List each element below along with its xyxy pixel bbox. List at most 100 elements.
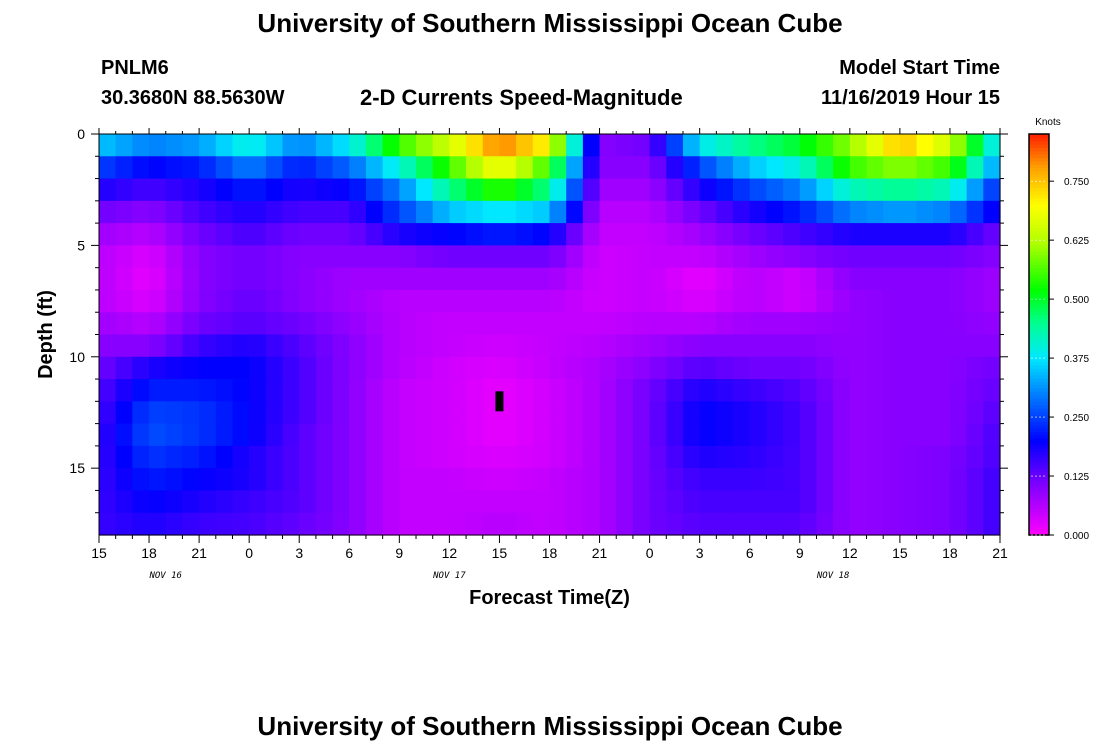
heatmap-cell <box>566 423 584 447</box>
heatmap-cell <box>899 267 918 291</box>
heatmap-cell <box>649 379 667 402</box>
heatmap-cell <box>449 490 467 514</box>
heatmap-cell <box>899 423 918 447</box>
heatmap-cell <box>666 134 684 157</box>
heatmap-cell <box>799 156 818 180</box>
heatmap-cell <box>349 156 367 180</box>
heatmap-cell <box>516 356 534 380</box>
heatmap-cell <box>165 200 184 224</box>
footer-title: University of Southern Mississippi Ocean… <box>257 711 843 741</box>
heatmap-cell <box>799 445 818 469</box>
colorbar-segment <box>1029 397 1049 402</box>
heatmap-cell <box>582 512 601 536</box>
heatmap-cell <box>532 512 551 536</box>
colorbar-segment <box>1029 347 1049 352</box>
heatmap-cell <box>265 490 284 514</box>
heatmap-cell <box>532 379 551 402</box>
colorbar-segment <box>1029 508 1049 513</box>
heatmap-cell <box>549 134 567 157</box>
heatmap-cell <box>549 401 567 425</box>
heatmap-cell <box>666 245 684 269</box>
heatmap-cell <box>733 490 751 514</box>
heatmap-cell <box>466 267 484 291</box>
heatmap-cell <box>365 468 384 492</box>
heatmap-cell <box>149 156 167 180</box>
colorbar-segment <box>1029 384 1049 389</box>
colorbar-segment <box>1029 337 1049 342</box>
colorbar-segment <box>1029 377 1049 382</box>
heatmap-cell <box>766 245 784 269</box>
heatmap-cell <box>432 356 450 380</box>
heatmap-cell <box>983 178 1001 202</box>
heatmap-cell <box>265 134 284 157</box>
heatmap-cell <box>449 156 467 180</box>
heatmap-cell <box>733 334 751 358</box>
heatmap-cell <box>199 512 217 536</box>
colorbar-segment <box>1029 284 1049 289</box>
heatmap-cell <box>199 423 217 447</box>
heatmap-cell <box>933 156 951 180</box>
heatmap-cell <box>816 200 834 224</box>
heatmap-cell <box>849 379 868 402</box>
heatmap-cell <box>749 200 768 224</box>
heatmap-cell <box>182 178 200 202</box>
heatmap-cell <box>849 134 868 157</box>
heatmap-cell <box>299 445 317 469</box>
heatmap-cell <box>282 200 300 224</box>
heatmap-cell <box>132 356 150 380</box>
heatmap-cell <box>816 334 834 358</box>
heatmap-cell <box>716 356 734 380</box>
heatmap-cell <box>532 401 551 425</box>
heatmap-cell <box>282 267 300 291</box>
heatmap-cell <box>599 312 617 336</box>
page-title: University of Southern Mississippi Ocean… <box>257 8 843 38</box>
colorbar-tick-label: 0.375 <box>1064 354 1089 365</box>
colorbar-segment <box>1029 137 1049 142</box>
heatmap-cell <box>382 423 400 447</box>
heatmap-cell <box>799 356 818 380</box>
heatmap-cell <box>482 134 501 157</box>
heatmap-cell <box>382 356 400 380</box>
colorbar-segment <box>1029 344 1049 349</box>
heatmap-cell <box>866 245 884 269</box>
heatmap-cell <box>165 334 184 358</box>
heatmap-cell <box>916 423 934 447</box>
heatmap-cell <box>466 134 484 157</box>
heatmap-cell <box>933 334 951 358</box>
heatmap-cell <box>983 156 1001 180</box>
heatmap-cell <box>933 423 951 447</box>
heatmap-cell <box>466 178 484 202</box>
heatmap-cell <box>599 289 617 313</box>
heatmap-cell <box>849 468 868 492</box>
heatmap-cell <box>733 312 751 336</box>
heatmap-cell <box>449 289 467 313</box>
heatmap-cell <box>532 200 551 224</box>
colorbar-segment <box>1029 471 1049 476</box>
heatmap-cell <box>299 289 317 313</box>
colorbar-segment <box>1029 521 1049 526</box>
heatmap-cell <box>649 401 667 425</box>
heatmap-cell <box>215 490 234 514</box>
heatmap-cell <box>532 289 551 313</box>
heatmap-cell <box>566 178 584 202</box>
heatmap-cell <box>783 490 801 514</box>
heatmap-cell <box>382 156 400 180</box>
colorbar-segment <box>1029 351 1049 356</box>
x-tick-label: 18 <box>141 545 157 561</box>
heatmap-cell <box>299 223 317 246</box>
heatmap-cell <box>182 379 200 402</box>
heatmap-cell <box>866 334 884 358</box>
heatmap-cell <box>132 267 150 291</box>
heatmap-cell <box>616 512 634 536</box>
heatmap-cell <box>132 445 150 469</box>
colorbar-segment <box>1029 404 1049 409</box>
heatmap-cell <box>466 445 484 469</box>
heatmap-cell <box>983 245 1001 269</box>
heatmap-cell <box>582 267 601 291</box>
heatmap-cell <box>549 200 567 224</box>
heatmap-cell <box>632 245 651 269</box>
heatmap-cell <box>933 245 951 269</box>
heatmap-cell <box>249 267 267 291</box>
heatmap-cell <box>699 312 717 336</box>
heatmap-cell <box>733 156 751 180</box>
